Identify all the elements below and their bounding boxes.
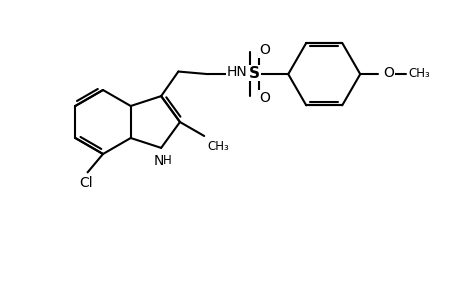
Text: Cl: Cl [78,176,92,190]
Text: H: H [162,154,171,167]
Text: O: O [382,66,393,80]
Text: HN: HN [226,65,246,79]
Text: CH₃: CH₃ [407,67,429,80]
Text: O: O [258,91,269,105]
Text: N: N [154,154,164,168]
Text: S: S [248,66,259,81]
Text: CH₃: CH₃ [207,140,229,153]
Text: O: O [258,43,269,57]
